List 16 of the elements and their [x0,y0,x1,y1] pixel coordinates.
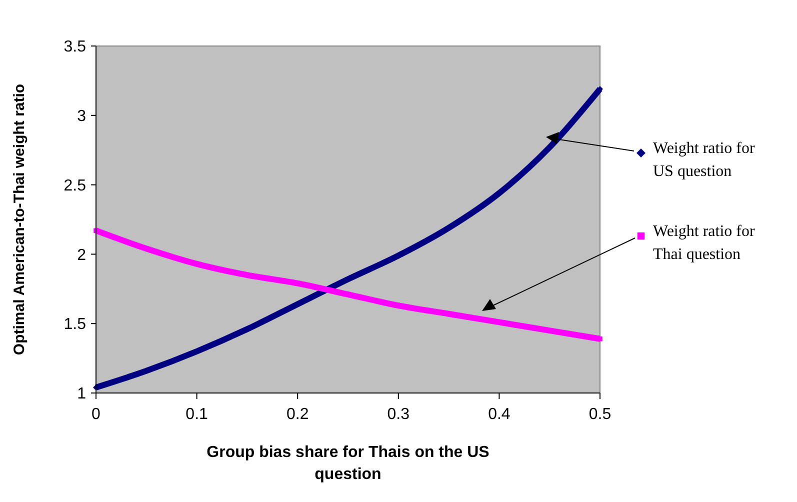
y-tick-label: 3.5 [64,38,86,56]
x-tick-label: 0 [92,406,101,423]
y-axis-title: Optimal American-to-Thai weight ratio [11,84,28,356]
y-tick-label: 1.5 [64,316,86,334]
y-tick-label: 2.5 [64,177,86,194]
x-tick-label: 0.2 [286,406,309,423]
legend-label: Weight ratio for US question [653,140,756,180]
x-axis-title: Group bias share for Thais on the US question [206,444,490,483]
x-tick-label: 0.3 [387,406,410,423]
y-tick-label: 3 [77,108,86,125]
x-tick-label: 0.1 [186,406,208,423]
legend-label: Weight ratio for Thai question [653,223,756,263]
y-tick-label: 1 [77,386,86,403]
x-tick-label: 0.4 [488,406,510,423]
x-tick-label: 0.5 [588,406,612,423]
y-tick-label: 2 [77,246,86,264]
